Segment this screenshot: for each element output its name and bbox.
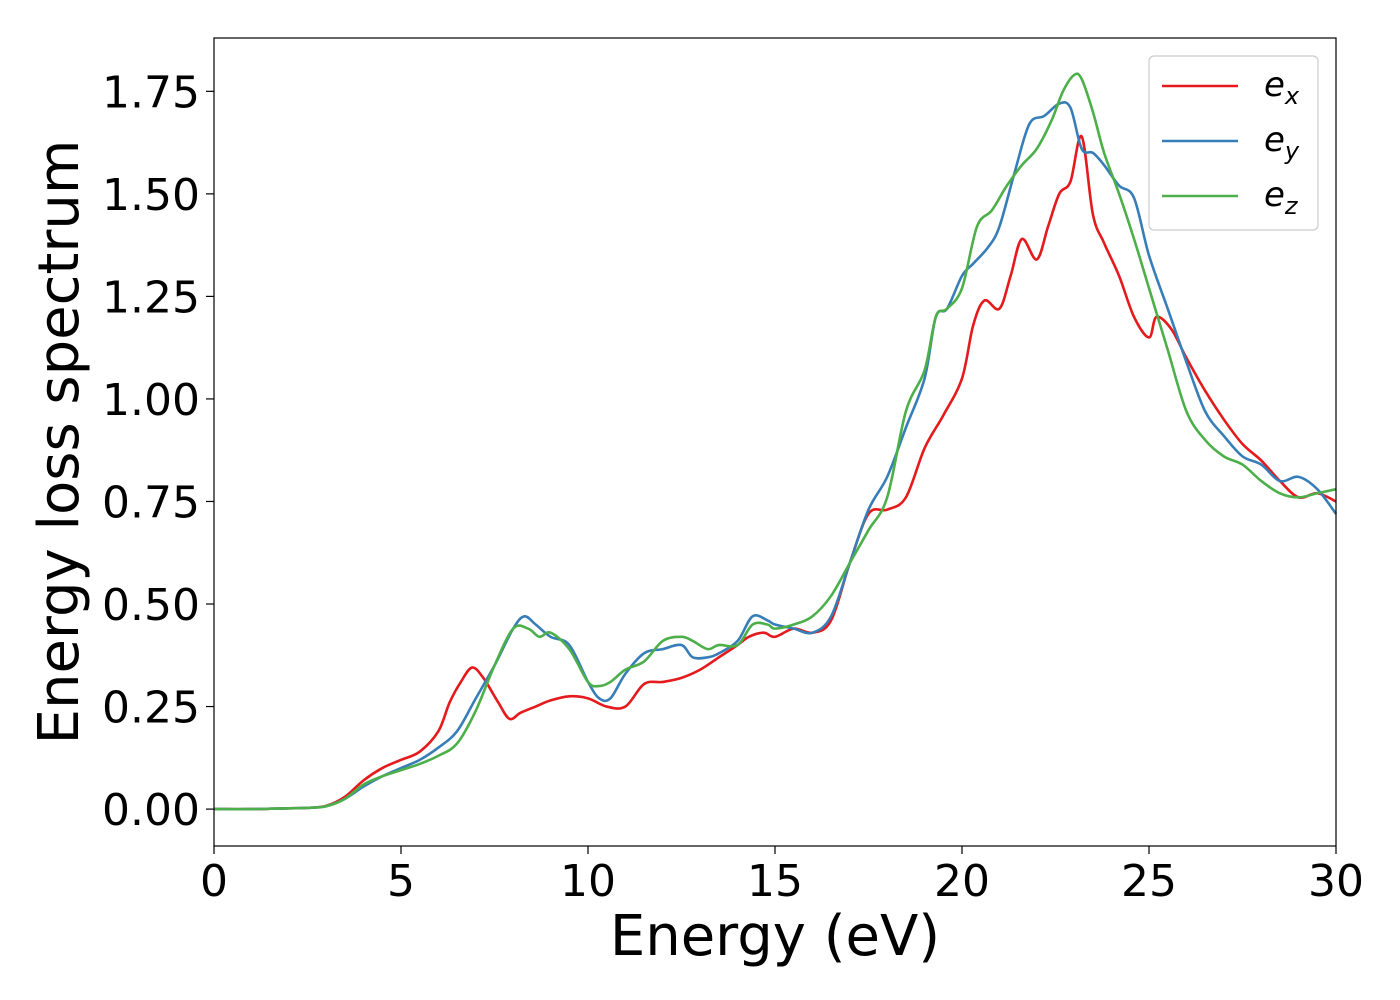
- legend-label-base: e: [1264, 175, 1285, 215]
- y-tick-label: 1.75: [102, 67, 200, 118]
- legend-label-x: ex: [1264, 65, 1300, 110]
- legend-label-base: e: [1264, 65, 1285, 105]
- series-line-z: [213, 72, 1337, 811]
- y-tick-label: 0.75: [102, 477, 200, 528]
- x-tick-label: 30: [1308, 856, 1364, 907]
- y-tick-label: 1.00: [102, 375, 200, 426]
- y-tick-label: 1.25: [102, 272, 200, 323]
- legend-label-subscript: y: [1284, 137, 1300, 165]
- y-tick-label: 0.25: [102, 683, 200, 734]
- y-axis-label: Energy loss spectrum: [27, 140, 92, 745]
- x-tick-label: 0: [200, 856, 228, 907]
- plot-lines: [213, 72, 1338, 811]
- legend-label-base: e: [1264, 120, 1285, 160]
- y-tick-label: 0.50: [102, 580, 200, 631]
- x-tick-label: 10: [560, 856, 616, 907]
- x-axis-label: Energy (eV): [610, 904, 940, 969]
- x-tick-label: 15: [747, 856, 803, 907]
- series-line-y: [213, 101, 1338, 811]
- x-tick-label: 5: [387, 856, 415, 907]
- x-axis-ticks: 0 5 10 15 20 25 30: [200, 846, 1364, 907]
- legend-box: [1148, 55, 1319, 231]
- y-tick-label: 0.00: [102, 785, 200, 836]
- x-tick-label: 20: [934, 856, 990, 907]
- legend-label-y: ey: [1264, 120, 1300, 165]
- y-tick-label: 1.50: [102, 170, 200, 221]
- legend-label-subscript: x: [1284, 82, 1300, 110]
- legend-label-z: ez: [1264, 175, 1299, 220]
- x-tick-label: 25: [1121, 856, 1177, 907]
- y-axis-ticks: 0.00 0.25 0.50 0.75 1.00 1.25 1.50 1.75: [102, 67, 214, 836]
- legend-label-subscript: z: [1284, 192, 1299, 220]
